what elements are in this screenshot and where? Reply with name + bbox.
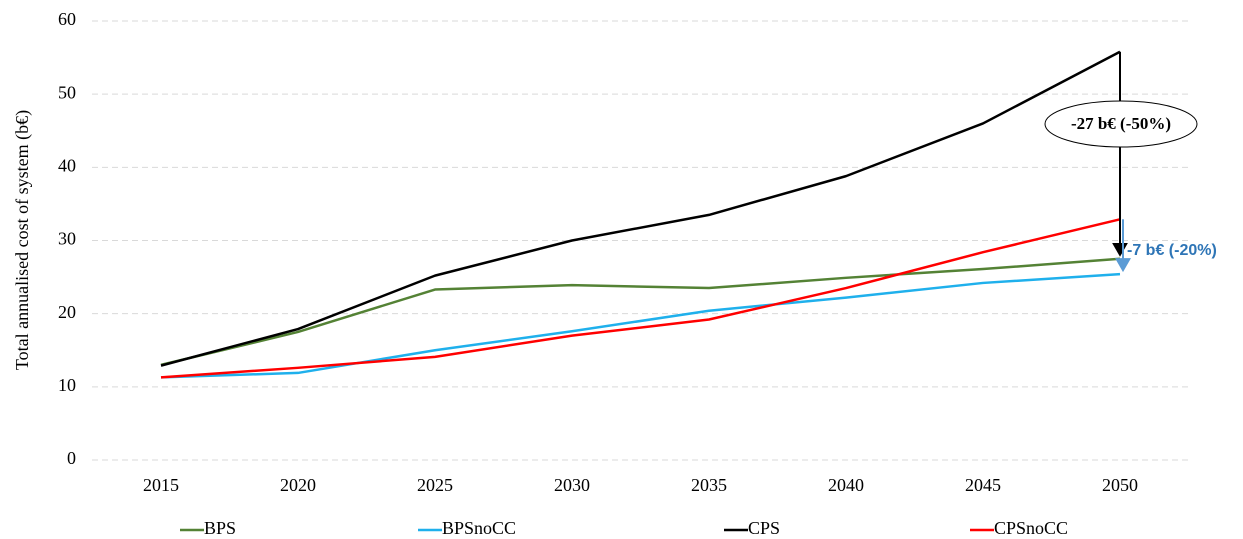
annotation-bubble [1044, 100, 1198, 148]
legend-label: CPS [748, 518, 780, 538]
annotation: -27 b€ (-50%) [1071, 114, 1171, 133]
series-line [160, 272, 1121, 379]
x-tick-label: 2050 [1102, 475, 1138, 495]
y-tick-label: 0 [67, 448, 76, 468]
y-tick-label: 60 [58, 9, 76, 29]
legend-label: BPS [204, 518, 236, 538]
y-axis-label: Total annualised cost of system (b€) [12, 110, 33, 370]
x-tick-label: 2040 [828, 475, 864, 495]
x-tick-label: 2020 [280, 475, 316, 495]
x-tick-label: 2025 [417, 475, 453, 495]
legend-label: CPSnoCC [994, 518, 1068, 538]
x-tick-label: 2015 [143, 475, 179, 495]
series-line [160, 218, 1121, 379]
y-tick-label: 20 [58, 302, 76, 322]
series-line [160, 50, 1121, 367]
x-tick-label: 2035 [691, 475, 727, 495]
legend-label: BPSnoCC [442, 518, 516, 538]
y-tick-label: 10 [58, 375, 76, 395]
annotation: -7 b€ (-20%) [1127, 242, 1217, 259]
y-tick-label: 30 [58, 229, 76, 249]
y-tick-label: 50 [58, 82, 76, 102]
y-tick-label: 40 [58, 155, 76, 175]
x-tick-label: 2030 [554, 475, 590, 495]
series-line [160, 257, 1121, 367]
x-tick-label: 2045 [965, 475, 1001, 495]
